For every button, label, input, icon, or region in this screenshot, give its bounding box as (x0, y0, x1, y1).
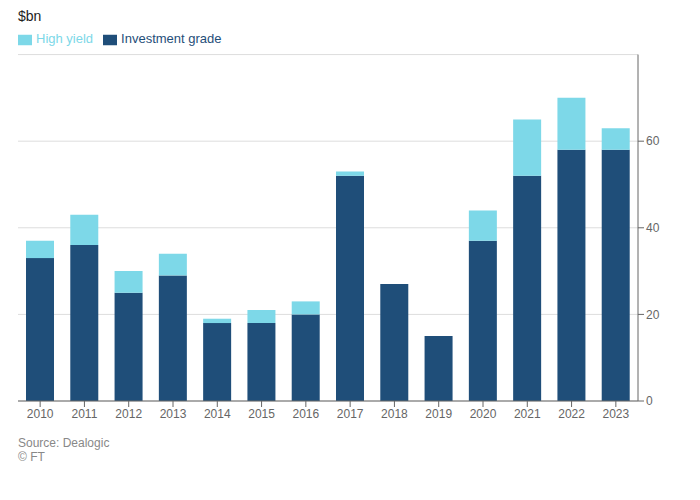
svg-text:2019: 2019 (425, 407, 452, 421)
svg-text:2018: 2018 (381, 407, 408, 421)
html-text:Investment grade: Investment grade (121, 31, 222, 46)
svg-text:2014: 2014 (204, 407, 231, 421)
svg-text:2012: 2012 (115, 407, 142, 421)
html-text:© FT: © FT (18, 450, 45, 464)
svg-text:2016: 2016 (293, 407, 320, 421)
svg-text:2020: 2020 (470, 407, 497, 421)
svg-text:2023: 2023 (603, 407, 630, 421)
svg-text:2022: 2022 (558, 407, 585, 421)
svg-text:2010: 2010 (27, 407, 54, 421)
html-text:$bn: $bn (18, 8, 42, 24)
svg-text:60: 60 (646, 134, 660, 148)
html-text:Source: Dealogic: Source: Dealogic (18, 436, 110, 450)
svg-text:2021: 2021 (514, 407, 541, 421)
svg-text:2017: 2017 (337, 407, 364, 421)
svg-text:0: 0 (646, 394, 653, 408)
svg-text:20: 20 (646, 308, 660, 322)
svg-text:2015: 2015 (248, 407, 275, 421)
svg-text:40: 40 (646, 221, 660, 235)
svg-text:2013: 2013 (160, 407, 187, 421)
html-text:High yield: High yield (36, 31, 94, 46)
svg-text:2011: 2011 (72, 407, 98, 421)
